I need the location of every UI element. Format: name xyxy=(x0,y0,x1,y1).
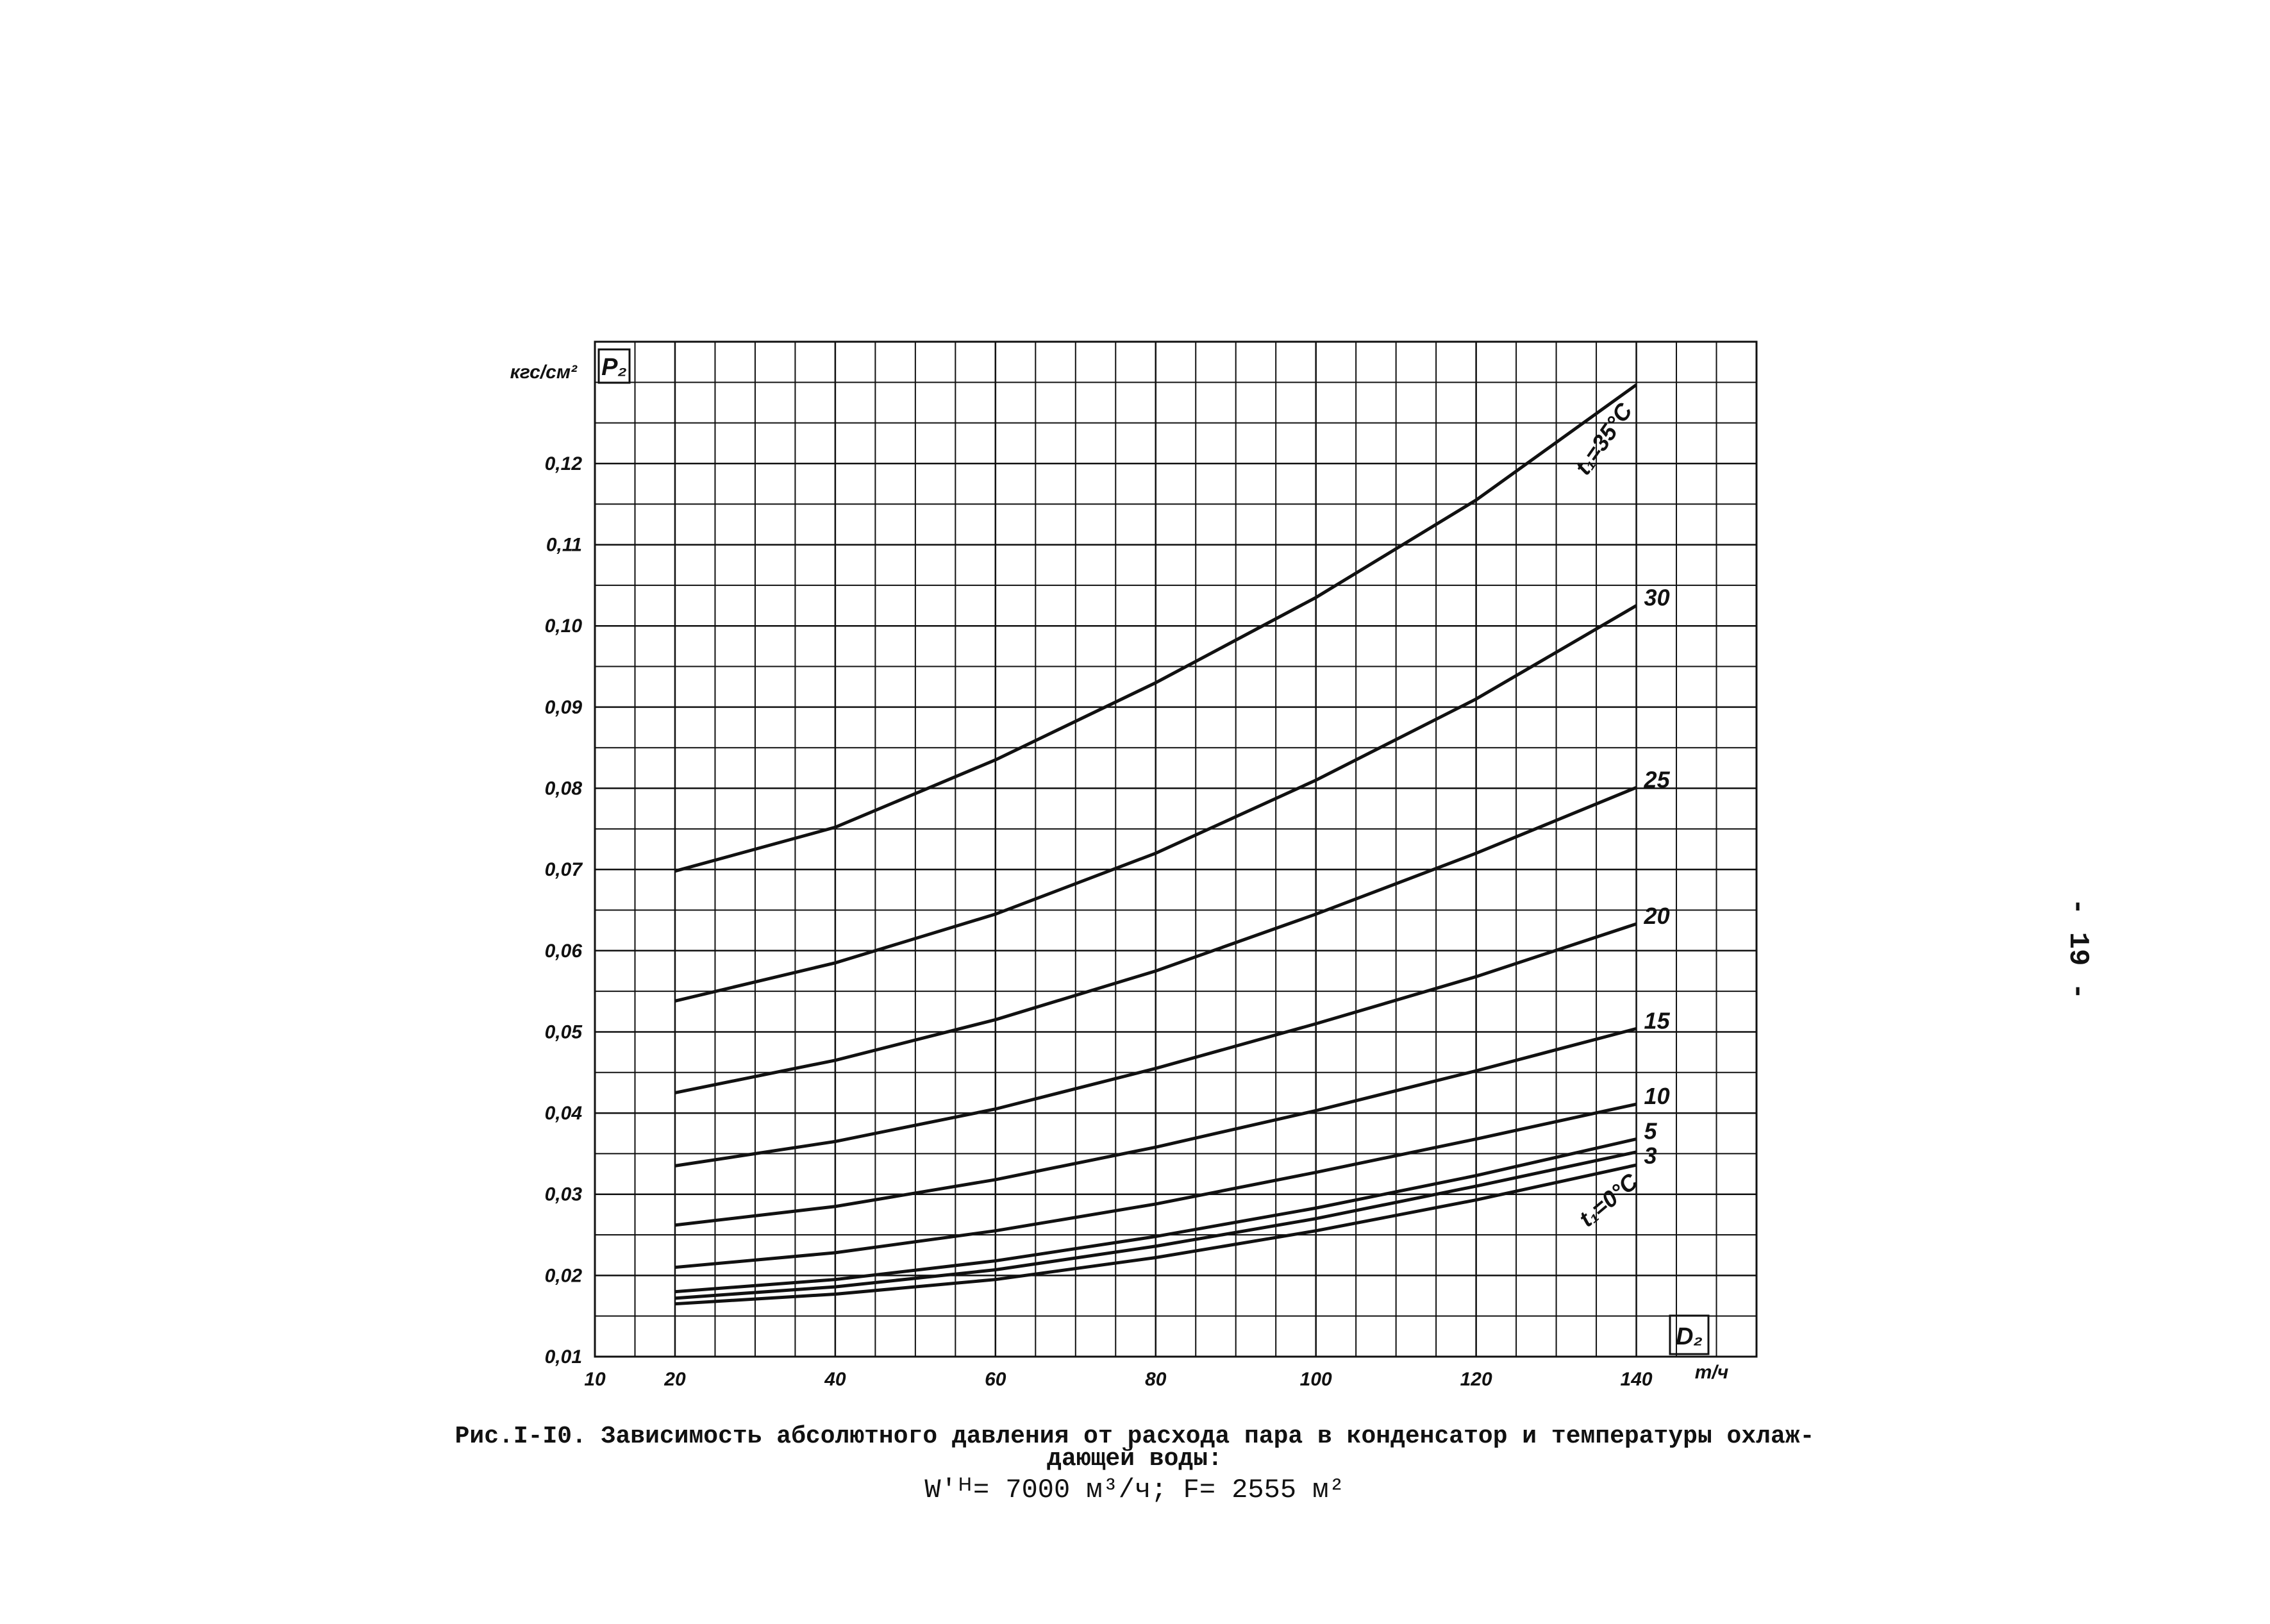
y-tick-label: 0,06 xyxy=(545,941,583,962)
series-label: 30 xyxy=(1644,585,1670,611)
x-tick-label: 40 xyxy=(824,1369,846,1390)
y-tick-label: 0,03 xyxy=(545,1184,583,1205)
caption: W'ᴴ= 7000 м³/ч; F= 2555 м² xyxy=(924,1475,1344,1505)
y-tick-label: 0,09 xyxy=(545,697,583,718)
curve xyxy=(674,1163,1637,1306)
y-tick-label: 0,12 xyxy=(545,453,583,474)
curve xyxy=(674,785,1637,1094)
caption: дающей воды: xyxy=(1047,1445,1223,1473)
curve xyxy=(674,604,1637,1003)
y-symbol: P₂ xyxy=(601,354,627,381)
x-tick-label: 100 xyxy=(1300,1369,1332,1390)
curve xyxy=(674,383,1638,873)
curve xyxy=(674,1137,1637,1294)
y-tick-label: 0,07 xyxy=(545,859,583,880)
y-tick-label: 0,02 xyxy=(545,1265,583,1286)
series-label: 10 xyxy=(1644,1083,1670,1109)
series-label: 15 xyxy=(1644,1007,1671,1034)
curve xyxy=(674,1026,1637,1227)
y-tick-label: 0,08 xyxy=(545,778,583,799)
x-symbol: D₂ xyxy=(1676,1323,1703,1350)
x-tick-label: 60 xyxy=(985,1369,1006,1390)
x-tick-label: 20 xyxy=(663,1369,686,1390)
x-tick-label: 140 xyxy=(1621,1369,1653,1390)
series-label: 25 xyxy=(1644,766,1671,792)
series-label: 3 xyxy=(1644,1143,1657,1169)
y-axis-label: кгс/см² xyxy=(510,362,578,383)
series-label: 5 xyxy=(1644,1118,1658,1144)
y-tick-label: 0,01 xyxy=(545,1346,582,1368)
x-tick-label: 10 xyxy=(584,1369,606,1390)
x-tick-label: 80 xyxy=(1145,1369,1167,1390)
curve xyxy=(674,1150,1637,1300)
x-tick-label: 120 xyxy=(1460,1369,1492,1390)
y-tick-label: 0,10 xyxy=(545,615,583,637)
y-tick-label: 0,05 xyxy=(545,1021,583,1042)
x-unit: т/ч xyxy=(1695,1362,1729,1383)
curve xyxy=(674,922,1637,1168)
y-tick-label: 0,04 xyxy=(545,1103,583,1124)
curve xyxy=(674,1102,1637,1269)
caption: Рис.I-I0. Зависимость абсолютного давлен… xyxy=(455,1423,1815,1450)
series-label: 20 xyxy=(1644,903,1670,929)
page-number: - 19 - xyxy=(2062,898,2094,1000)
y-tick-label: 0,11 xyxy=(546,535,582,556)
